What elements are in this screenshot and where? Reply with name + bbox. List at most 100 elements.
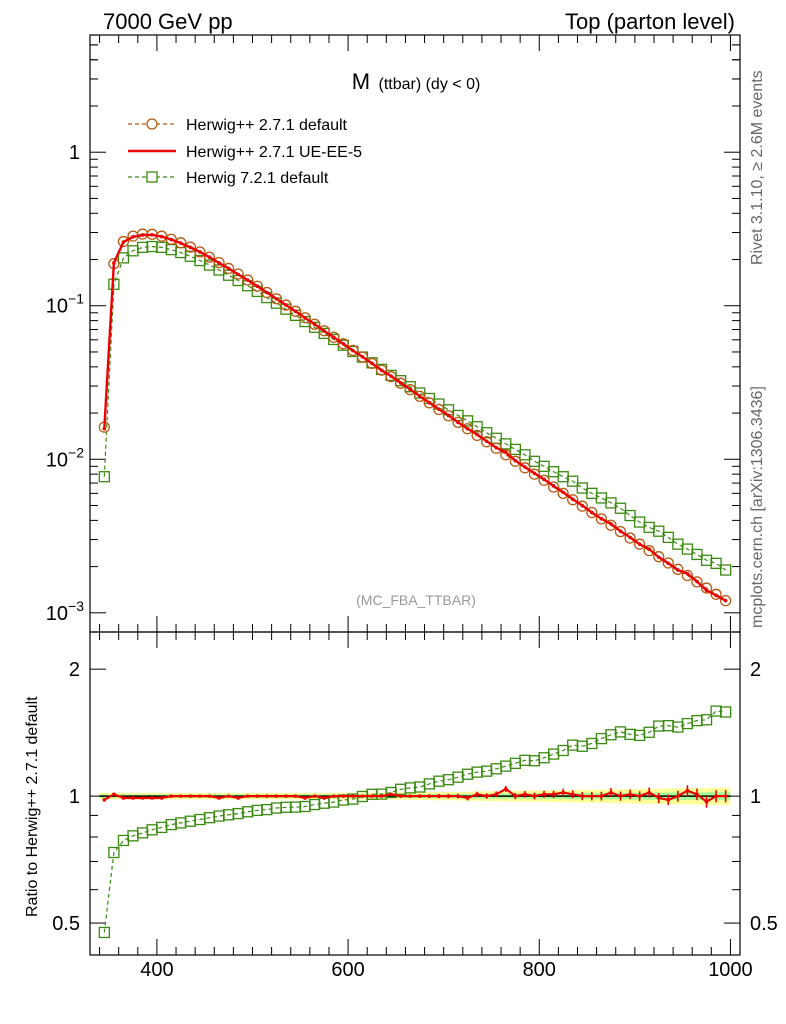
ratio-point-herwigpp-ueee5 — [121, 796, 126, 800]
ratio-y-tick-label-right: 0.5 — [750, 913, 778, 935]
data-point-herwigpp-default — [576, 500, 588, 512]
data-point-herwigpp-default — [318, 325, 330, 337]
data-point-herwig721 — [720, 564, 732, 576]
data-point-herwigpp-default — [442, 410, 455, 422]
ratio-point-herwig721 — [700, 714, 713, 726]
data-point-herwigpp-ueee5 — [293, 309, 298, 314]
plot-title-sub: (ttbar) (dy < 0) — [378, 76, 480, 93]
data-point-herwigpp-ueee5 — [542, 477, 546, 482]
rivet-version-label: Rivet 3.1.10, ≥ 2.6M events — [749, 70, 766, 265]
data-point-herwigpp-default — [605, 519, 617, 531]
data-point-herwigpp-ueee5 — [714, 593, 718, 598]
data-point-herwigpp-ueee5 — [561, 490, 565, 495]
data-point-herwigpp-default — [251, 280, 263, 292]
data-point-herwigpp-ueee5 — [312, 322, 317, 327]
data-point-herwigpp-default — [633, 538, 646, 550]
data-point-herwigpp-default — [414, 390, 426, 402]
ratio-point-herwigpp-ueee5 — [666, 798, 671, 802]
data-point-herwigpp-default — [194, 246, 206, 258]
ratio-point-herwigpp-ueee5 — [637, 794, 642, 798]
data-point-herwigpp-ueee5 — [647, 547, 651, 551]
ratio-point-herwigpp-ueee5 — [179, 794, 183, 798]
data-point-herwigpp-default — [691, 576, 703, 588]
main-axis-ticks: 10−310−210−11 — [46, 35, 740, 632]
ratio-point-herwigpp-ueee5 — [188, 794, 193, 798]
data-point-herwigpp-default — [395, 377, 407, 389]
data-point-herwigpp-default — [519, 462, 531, 474]
data-point-herwigpp-ueee5 — [245, 278, 250, 282]
data-point-herwigpp-ueee5 — [590, 510, 594, 515]
data-point-herwigpp-default — [720, 595, 732, 607]
data-point-herwigpp-default — [557, 487, 569, 499]
ratio-point-herwigpp-ueee5 — [714, 794, 718, 798]
data-point-herwig721 — [184, 250, 197, 262]
data-point-herwigpp-ueee5 — [437, 407, 441, 411]
data-point-herwigpp-ueee5 — [656, 555, 661, 560]
data-point-herwigpp-default — [672, 563, 684, 575]
data-point-herwigpp-ueee5 — [417, 394, 422, 398]
data-point-herwigpp-ueee5 — [265, 290, 269, 295]
data-point-herwigpp-default — [165, 233, 177, 245]
data-point-herwigpp-default — [117, 235, 130, 248]
data-point-herwigpp-ueee5 — [456, 420, 460, 425]
ratio-point-herwigpp-ueee5 — [265, 794, 269, 798]
y-tick-label: 10−2 — [46, 444, 84, 471]
data-point-herwig721 — [595, 492, 608, 504]
data-point-herwigpp-ueee5 — [102, 426, 107, 431]
data-point-herwig721 — [165, 243, 177, 256]
data-point-herwigpp-default — [404, 384, 416, 396]
data-point-herwigpp-ueee5 — [398, 381, 403, 385]
ratio-point-herwigpp-ueee5 — [370, 794, 374, 798]
data-point-herwigpp-ueee5 — [370, 361, 374, 366]
ratio-point-herwigpp-ueee5 — [609, 790, 613, 795]
data-point-herwigpp-ueee5 — [570, 497, 575, 501]
ratio-point-herwigpp-ueee5 — [618, 794, 623, 798]
ratio-point-herwigpp-ueee5 — [561, 790, 565, 795]
ratio-point-herwig721 — [108, 846, 120, 859]
ratio-y-axis-label: Ratio to Herwig++ 2.7.1 default — [24, 696, 41, 917]
ratio-y-tick-label: 0.5 — [52, 913, 80, 935]
ratio-point-herwigpp-ueee5 — [551, 792, 556, 797]
ratio-point-herwigpp-ueee5 — [590, 794, 594, 798]
ratio-point-herwigpp-ueee5 — [484, 794, 489, 798]
data-point-herwigpp-default — [710, 588, 722, 600]
y-tick-label: 1 — [69, 142, 80, 164]
data-point-herwig721 — [672, 538, 684, 550]
y-tick-label-base: 10 — [46, 449, 68, 471]
data-point-herwigpp-default — [643, 545, 655, 557]
data-point-herwig721 — [653, 525, 665, 537]
data-point-herwigpp-ueee5 — [513, 458, 518, 463]
y-tick-label-exponent: −1 — [68, 291, 84, 307]
ratio-point-herwigpp-ueee5 — [446, 794, 451, 798]
ratio-point-herwigpp-ueee5 — [322, 796, 326, 800]
y-tick-label-exponent: −3 — [68, 598, 84, 614]
ratio-point-herwigpp-ueee5 — [685, 788, 690, 793]
data-point-herwigpp-ueee5 — [131, 235, 135, 239]
data-point-herwigpp-default — [700, 582, 713, 594]
data-point-herwigpp-default — [500, 449, 512, 461]
ratio-plot-panel: 0.5 0.5 1 1 2 2 400 600 800 1000 Ratio to Herwig+… — [24, 631, 778, 981]
ratio-point-herwigpp-ueee5 — [427, 794, 432, 798]
legend-marker-circle — [146, 118, 158, 130]
ratio-series-group — [98, 705, 732, 939]
data-point-herwigpp-default — [299, 312, 311, 324]
data-point-herwigpp-default — [662, 557, 674, 569]
data-point-herwigpp-default — [242, 274, 254, 286]
data-point-herwig721 — [557, 471, 569, 483]
data-point-herwigpp-default — [232, 268, 244, 280]
data-point-herwigpp-ueee5 — [331, 335, 336, 340]
data-point-herwig721 — [519, 449, 531, 461]
data-point-herwigpp-ueee5 — [274, 296, 279, 301]
x-tick-label: 800 — [523, 959, 556, 981]
ratio-point-herwigpp-ueee5 — [245, 794, 250, 798]
ratio-frame — [89, 631, 741, 956]
ratio-point-herwigpp-ueee5 — [628, 792, 632, 797]
data-point-herwigpp-ueee5 — [723, 598, 728, 603]
ratio-point-herwig721 — [165, 818, 177, 831]
ratio-point-herwigpp-ueee5 — [360, 794, 365, 798]
data-point-herwigpp-default — [461, 423, 474, 435]
data-point-herwig721 — [624, 509, 636, 522]
data-point-herwigpp-ueee5 — [236, 272, 240, 277]
ratio-point-herwigpp-ueee5 — [351, 794, 355, 798]
data-point-herwigpp-ueee5 — [494, 445, 499, 450]
